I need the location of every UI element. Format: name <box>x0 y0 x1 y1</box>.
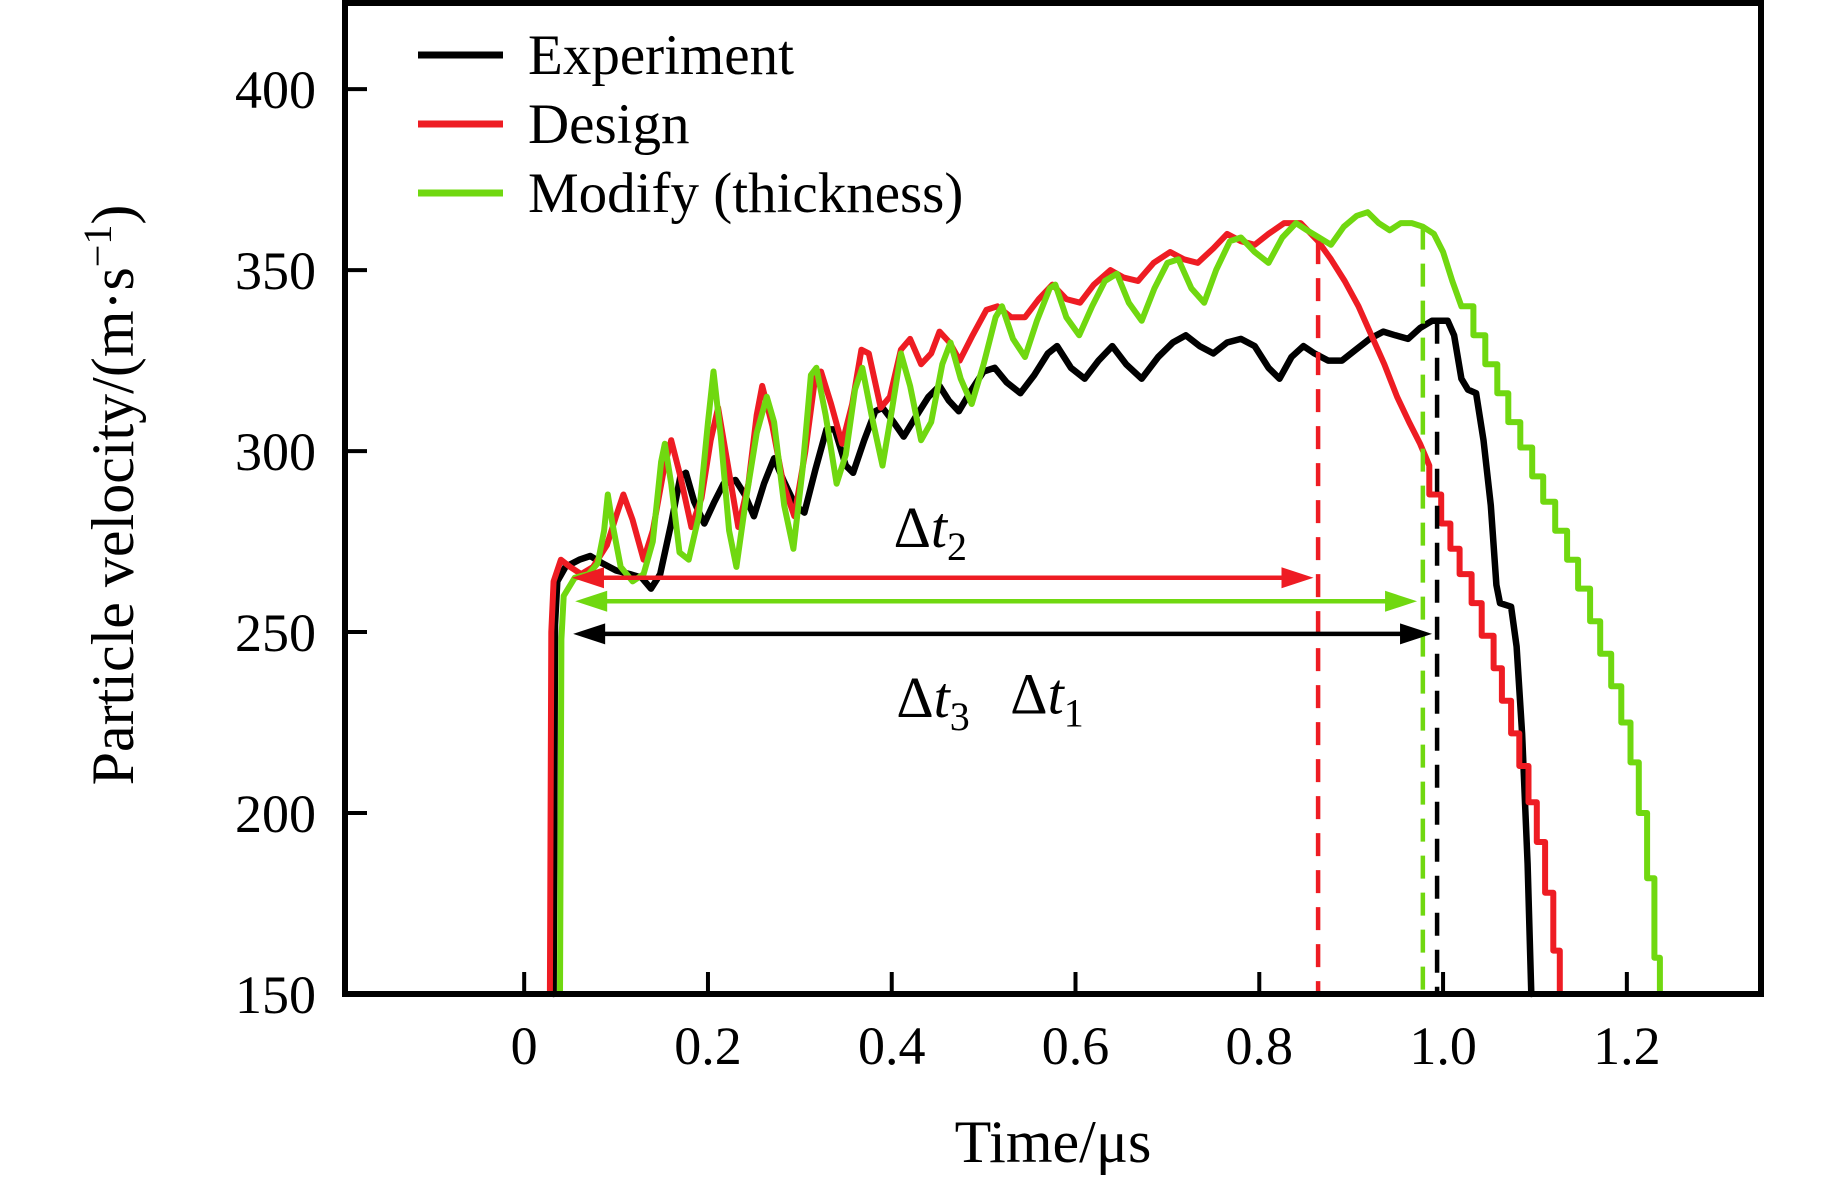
data-curves <box>546 209 1663 998</box>
x-axis-tick-label: 1.2 <box>1593 1016 1661 1076</box>
x-axis-tick-label: 0.8 <box>1226 1016 1294 1076</box>
x-axis-tick-label: 0.2 <box>674 1016 742 1076</box>
curve-design <box>546 220 1563 997</box>
arrow-delta-t2 <box>571 567 1314 589</box>
axis-ticks <box>345 87 1629 996</box>
arrowhead-right <box>1400 623 1433 645</box>
x-axis-tick-label: 1.0 <box>1409 1016 1477 1076</box>
y-axis-tick-label: 250 <box>235 603 316 663</box>
y-axis-title: Particle velocity/(m·s−1) <box>75 205 146 786</box>
plot-frame <box>342 0 1764 997</box>
dashed-reference-lines <box>1315 226 1440 994</box>
legend-item-modify-thickness: Modify (thickness) <box>418 162 963 225</box>
y-axis-tick-label: 350 <box>235 241 316 301</box>
legend-item-design: Design <box>418 93 689 156</box>
arrowhead-left <box>571 567 604 589</box>
legend-item-experiment: Experiment <box>418 24 794 87</box>
curve-experiment <box>550 317 1535 998</box>
y-axis-tick-label: 300 <box>235 422 316 482</box>
legend-label: Design <box>528 93 689 156</box>
axis-tick-labels: 0 0.2 0.4 0.6 0.8 1.0 1.2 150 200 250 300 350 400 <box>235 60 1661 1076</box>
arrow-delta-t1 <box>573 623 1433 645</box>
legend-label: Experiment <box>528 24 794 87</box>
legend-label: Modify (thickness) <box>528 162 963 225</box>
y-axis-tick-label: 400 <box>235 60 316 120</box>
interval-arrows <box>571 567 1433 645</box>
interval-labels: Δt2 Δt3 Δt1 <box>894 495 1084 739</box>
label-delta-t3: Δt3 <box>896 665 969 739</box>
arrowhead-left <box>575 590 608 612</box>
y-axis-tick-label: 200 <box>235 784 316 844</box>
x-axis-tick-label: 0.6 <box>1042 1016 1110 1076</box>
arrowhead-right <box>1281 567 1314 589</box>
arrowhead-right <box>1385 590 1418 612</box>
label-delta-t2: Δt2 <box>894 495 967 569</box>
x-axis-tick-label: 0.4 <box>858 1016 926 1076</box>
arrow-delta-t3 <box>575 590 1418 612</box>
curve-modify-thickness <box>557 209 1663 997</box>
x-axis-tick-label: 0 <box>511 1016 538 1076</box>
label-delta-t1: Δt1 <box>1010 662 1083 736</box>
y-axis-tick-label: 150 <box>235 965 316 1025</box>
arrowhead-left <box>573 623 606 645</box>
x-axis-title: Time/μs <box>955 1109 1152 1175</box>
